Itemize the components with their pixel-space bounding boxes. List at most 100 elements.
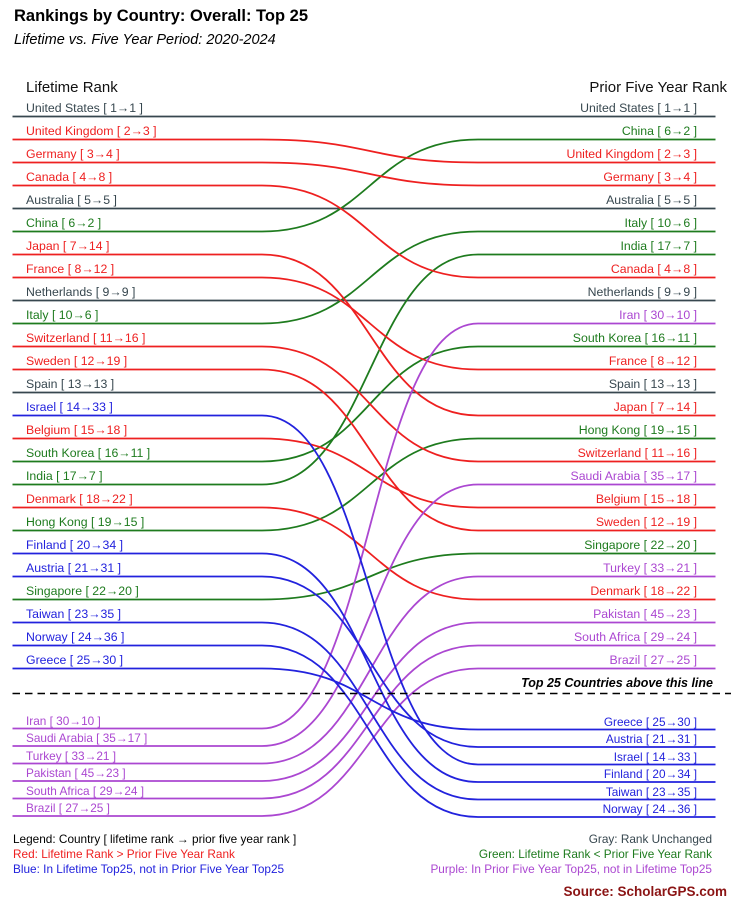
bump-line — [12, 138, 716, 164]
right-country-label: Switzerland [ 11→16 ] — [577, 445, 697, 460]
right-country-label: United States [ 1→1 ] — [580, 100, 697, 115]
bump-line — [12, 667, 716, 817]
left-country-label: United States [ 1→1 ] — [26, 100, 143, 115]
left-country-label: India [ 17→7 ] — [26, 468, 103, 483]
left-country-label: Iran [ 30→10 ] — [26, 713, 101, 728]
left-country-label: Belgium [ 15→18 ] — [26, 422, 128, 437]
bump-line — [12, 667, 716, 731]
right-country-label: India [ 17→7 ] — [620, 238, 697, 253]
right-country-label: Germany [ 3→4 ] — [603, 169, 697, 184]
page-title: Rankings by Country: Overall: Top 25 — [14, 7, 308, 25]
bump-line — [12, 644, 716, 818]
right-country-label: France [ 8→12 ] — [608, 353, 697, 368]
legend-blue: Blue: In Lifetime Top25, not in Prior Fi… — [13, 862, 285, 876]
left-country-label: United Kingdom [ 2→3 ] — [26, 123, 157, 138]
left-country-label: Australia [ 5→5 ] — [26, 192, 117, 207]
legend-intro: Legend: Country [ lifetime rank → prior … — [13, 832, 297, 846]
left-country-label: Austria [ 21→31 ] — [26, 560, 122, 575]
left-country-label: Denmark [ 18→22 ] — [26, 491, 133, 506]
right-country-label: Denmark [ 18→22 ] — [590, 583, 697, 598]
bump-line — [12, 552, 716, 783]
right-country-label: South Africa [ 29→24 ] — [573, 629, 697, 644]
source-credit: Source: ScholarGPS.com — [563, 884, 727, 899]
bump-line — [12, 414, 716, 766]
right-country-label: Brazil [ 27→25 ] — [609, 652, 697, 667]
right-country-label: Japan [ 7→14 ] — [613, 399, 697, 414]
right-country-label: Spain [ 13→13 ] — [608, 376, 697, 391]
legend-purple: Purple: In Prior Five Year Top25, not in… — [430, 862, 712, 876]
bump-line — [12, 345, 716, 463]
right-country-label: Austria [ 21→31 ] — [605, 732, 697, 746]
bump-line — [12, 322, 716, 730]
left-country-label: Hong Kong [ 19→15 ] — [26, 514, 145, 529]
left-country-label: Saudi Arabia [ 35→17 ] — [26, 731, 148, 745]
left-country-label: South Africa [ 29→24 ] — [26, 783, 145, 798]
legend-green: Green: Lifetime Rank < Prior Five Year R… — [478, 847, 712, 861]
left-country-label: Greece [ 25→30 ] — [26, 652, 124, 667]
right-country-label: Belgium [ 15→18 ] — [595, 491, 697, 506]
left-country-label: Taiwan [ 23→35 ] — [26, 606, 122, 621]
left-country-label: Germany [ 3→4 ] — [26, 146, 120, 161]
right-country-label: United Kingdom [ 2→3 ] — [566, 146, 697, 161]
left-country-label: Pakistan [ 45→23 ] — [26, 766, 126, 780]
left-country-label: Japan [ 7→14 ] — [26, 238, 110, 253]
left-country-label: Sweden [ 12→19 ] — [26, 353, 128, 368]
left-axis-header: Lifetime Rank — [26, 79, 118, 96]
right-country-label: Turkey [ 33→21 ] — [603, 560, 697, 575]
left-country-label: Finland [ 20→34 ] — [26, 537, 124, 552]
left-country-label: Brazil [ 27→25 ] — [26, 801, 110, 815]
right-axis-header: Prior Five Year Rank — [589, 79, 727, 96]
right-country-label: Italy [ 10→6 ] — [624, 215, 697, 230]
right-country-label: Australia [ 5→5 ] — [606, 192, 697, 207]
left-country-label: Switzerland [ 11→16 ] — [26, 330, 146, 345]
left-country-label: Italy [ 10→6 ] — [26, 307, 99, 322]
left-country-label: Singapore [ 22→20 ] — [26, 583, 139, 598]
right-country-label: Hong Kong [ 19→15 ] — [578, 422, 697, 437]
right-country-label: Israel [ 14→33 ] — [613, 749, 697, 764]
bump-line — [12, 368, 716, 532]
bump-line — [12, 230, 716, 325]
bump-line — [12, 437, 716, 509]
bump-line — [12, 161, 716, 187]
bump-line — [12, 621, 716, 801]
bump-line — [12, 184, 716, 279]
bump-line — [12, 138, 716, 233]
left-country-label: Canada [ 4→8 ] — [26, 169, 113, 184]
left-country-label: South Korea [ 16→11 ] — [26, 445, 151, 460]
right-country-label: Saudi Arabia [ 35→17 ] — [570, 468, 697, 483]
right-country-label: South Korea [ 16→11 ] — [572, 330, 697, 345]
top25-divider-note: Top 25 Countries above this line — [521, 676, 713, 690]
right-country-label: Sweden [ 12→19 ] — [595, 514, 697, 529]
bump-line — [12, 552, 716, 601]
left-country-label: France [ 8→12 ] — [26, 261, 115, 276]
right-country-label: China [ 6→2 ] — [621, 123, 697, 138]
bump-line — [12, 276, 716, 371]
bump-line — [12, 621, 716, 782]
bump-line — [12, 253, 716, 486]
left-country-label: Israel [ 14→33 ] — [26, 399, 113, 414]
bump-line — [12, 575, 716, 748]
bump-line — [12, 506, 716, 601]
right-country-label: Pakistan [ 45→23 ] — [593, 606, 697, 621]
bump-line — [12, 483, 716, 747]
bump-line — [12, 437, 716, 532]
right-country-label: Netherlands [ 9→9 ] — [587, 284, 697, 299]
left-country-label: Norway [ 24→36 ] — [26, 629, 125, 644]
right-country-label: Singapore [ 22→20 ] — [584, 537, 697, 552]
right-country-label: Iran [ 30→10 ] — [619, 307, 697, 322]
left-country-label: Spain [ 13→13 ] — [26, 376, 115, 391]
page-subtitle: Lifetime vs. Five Year Period: 2020-2024 — [14, 32, 276, 48]
left-country-label: Turkey [ 33→21 ] — [26, 748, 117, 763]
right-country-label: Canada [ 4→8 ] — [610, 261, 697, 276]
bump-line — [12, 575, 716, 765]
right-country-label: Norway [ 24→36 ] — [602, 802, 697, 816]
right-country-label: Taiwan [ 23→35 ] — [605, 784, 697, 799]
left-country-label: China [ 6→2 ] — [26, 215, 102, 230]
legend-gray: Gray: Rank Unchanged — [588, 832, 712, 846]
legend-red: Red: Lifetime Rank > Prior Five Year Ran… — [13, 847, 235, 861]
bump-line — [12, 644, 716, 800]
right-country-label: Finland [ 20→34 ] — [603, 767, 697, 781]
left-country-label: Netherlands [ 9→9 ] — [26, 284, 136, 299]
